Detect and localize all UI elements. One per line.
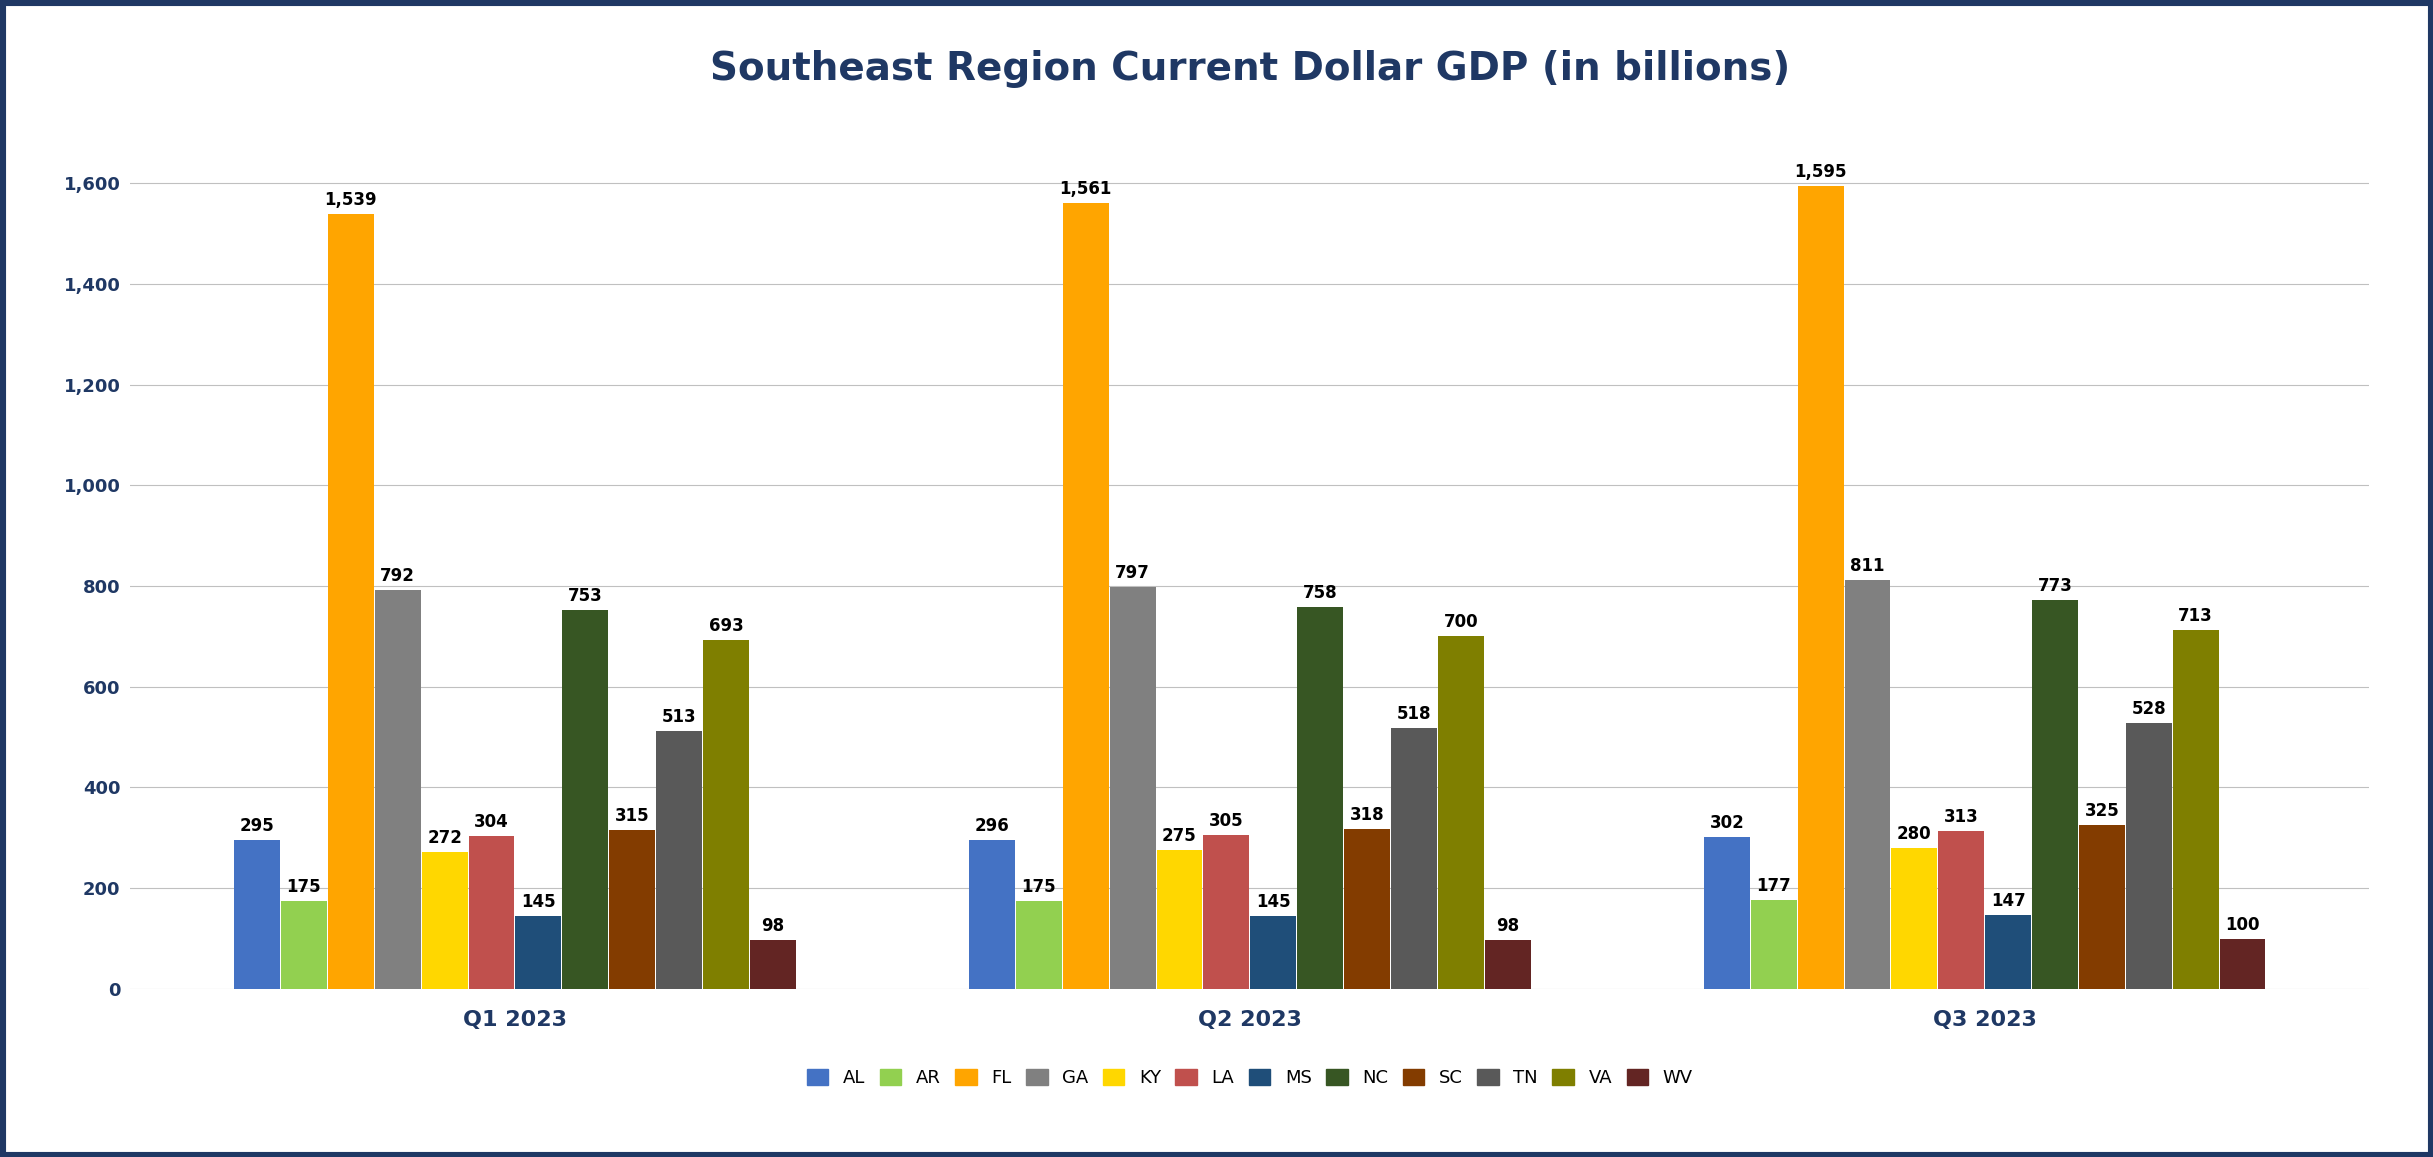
Bar [1985,915,2032,989]
Bar [234,840,280,989]
Text: 177: 177 [1757,877,1791,894]
Text: 145: 145 [521,893,555,911]
Text: 773: 773 [2036,576,2073,595]
Text: 1,595: 1,595 [1796,162,1847,180]
Bar [562,610,608,989]
Text: 700: 700 [1443,613,1479,632]
Bar [470,835,513,989]
Bar [608,831,654,989]
Bar [1939,831,1985,989]
Text: 315: 315 [616,808,650,825]
Text: 693: 693 [708,617,742,635]
Text: 528: 528 [2131,700,2165,718]
Text: 753: 753 [567,587,603,605]
Text: 811: 811 [1849,558,1886,575]
Bar [516,916,562,989]
Text: 295: 295 [241,817,275,835]
Bar [1251,916,1297,989]
Text: 1,539: 1,539 [324,191,377,208]
Text: 145: 145 [1255,893,1289,911]
Text: 296: 296 [976,817,1010,835]
Bar [1017,901,1061,989]
Bar [1063,202,1109,989]
Text: 513: 513 [662,708,696,725]
Bar [703,640,749,989]
Bar [1392,728,1438,989]
Bar [2032,599,2078,989]
Bar [1798,185,1844,989]
Bar [968,840,1015,989]
Bar [1109,588,1156,989]
Text: 797: 797 [1114,565,1151,582]
Bar [2219,938,2265,989]
Text: 272: 272 [428,828,462,847]
Text: 280: 280 [1898,825,1932,842]
Text: 325: 325 [2085,802,2119,820]
Text: 275: 275 [1163,827,1197,846]
Text: 313: 313 [1944,809,1978,826]
Bar [1156,850,1202,989]
Bar [1204,835,1248,989]
Bar [1484,939,1530,989]
Bar [749,939,796,989]
Text: 305: 305 [1209,812,1243,831]
Bar [1343,828,1389,989]
Text: 792: 792 [380,567,416,585]
Text: 304: 304 [474,812,508,831]
Text: 302: 302 [1710,813,1744,832]
Bar [1890,848,1937,989]
Text: 758: 758 [1302,584,1338,602]
Text: 98: 98 [1496,916,1518,935]
Bar [657,730,703,989]
Text: 318: 318 [1350,805,1384,824]
Text: 100: 100 [2226,915,2260,934]
Bar [1438,636,1484,989]
Legend: AL, AR, FL, GA, KY, LA, MS, NC, SC, TN, VA, WV: AL, AR, FL, GA, KY, LA, MS, NC, SC, TN, … [800,1062,1701,1095]
Title: Southeast Region Current Dollar GDP (in billions): Southeast Region Current Dollar GDP (in … [710,50,1791,88]
Text: 147: 147 [1990,892,2027,909]
Text: 175: 175 [287,878,321,896]
Bar [1297,607,1343,989]
Bar [2173,629,2219,989]
Text: 1,561: 1,561 [1058,179,1112,198]
Bar [421,852,467,989]
Bar [1844,581,1890,989]
Text: 98: 98 [762,916,783,935]
Text: 713: 713 [2178,606,2214,625]
Text: 518: 518 [1397,705,1431,723]
Text: 175: 175 [1022,878,1056,896]
Bar [280,901,326,989]
Bar [2078,825,2124,989]
Bar [1703,837,1749,989]
Bar [375,590,421,989]
Bar [1752,900,1796,989]
Bar [328,214,375,989]
Bar [2126,723,2173,989]
